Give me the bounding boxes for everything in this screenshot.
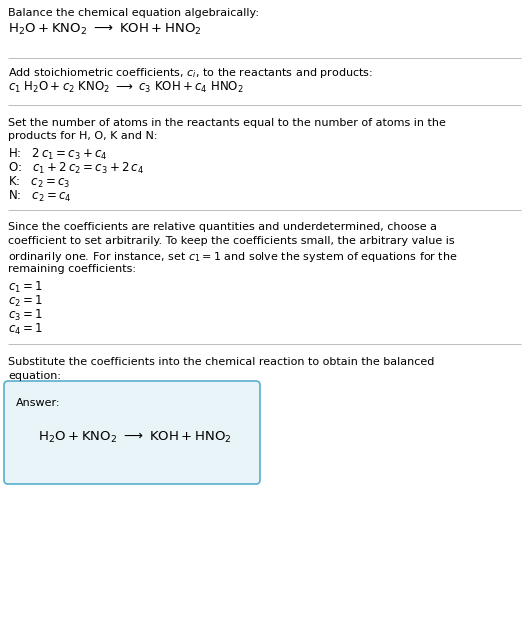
Text: $\mathregular{H_2O + KNO_2\ \longrightarrow\ KOH + HNO_2}$: $\mathregular{H_2O + KNO_2\ \longrightar… bbox=[8, 22, 202, 37]
Text: H:   $2\,c_1 = c_3 + c_4$: H: $2\,c_1 = c_3 + c_4$ bbox=[8, 147, 107, 162]
Text: remaining coefficients:: remaining coefficients: bbox=[8, 264, 136, 274]
Text: coefficient to set arbitrarily. To keep the coefficients small, the arbitrary va: coefficient to set arbitrarily. To keep … bbox=[8, 236, 454, 246]
Text: $c_1\ \mathregular{H_2O} + c_2\ \mathregular{KNO_2}\ \longrightarrow\ c_3\ \math: $c_1\ \mathregular{H_2O} + c_2\ \mathreg… bbox=[8, 80, 244, 95]
Text: ordinarily one. For instance, set $c_1 = 1$ and solve the system of equations fo: ordinarily one. For instance, set $c_1 =… bbox=[8, 250, 458, 264]
Text: Since the coefficients are relative quantities and underdetermined, choose a: Since the coefficients are relative quan… bbox=[8, 222, 437, 232]
Text: $\mathregular{H_2O + KNO_2\ \longrightarrow\ KOH + HNO_2}$: $\mathregular{H_2O + KNO_2\ \longrightar… bbox=[38, 430, 232, 445]
Text: $c_4 = 1$: $c_4 = 1$ bbox=[8, 322, 43, 337]
Text: Set the number of atoms in the reactants equal to the number of atoms in the: Set the number of atoms in the reactants… bbox=[8, 118, 446, 128]
Text: O:   $c_1 + 2\,c_2 = c_3 + 2\,c_4$: O: $c_1 + 2\,c_2 = c_3 + 2\,c_4$ bbox=[8, 161, 144, 176]
Text: $c_1 = 1$: $c_1 = 1$ bbox=[8, 280, 43, 295]
Text: products for H, O, K and N:: products for H, O, K and N: bbox=[8, 131, 158, 141]
Text: Answer:: Answer: bbox=[16, 398, 60, 408]
Text: equation:: equation: bbox=[8, 371, 61, 381]
Text: N:   $c_2 = c_4$: N: $c_2 = c_4$ bbox=[8, 189, 71, 204]
Text: Substitute the coefficients into the chemical reaction to obtain the balanced: Substitute the coefficients into the che… bbox=[8, 357, 434, 367]
Text: Balance the chemical equation algebraically:: Balance the chemical equation algebraica… bbox=[8, 8, 259, 18]
Text: K:   $c_2 = c_3$: K: $c_2 = c_3$ bbox=[8, 175, 70, 190]
Text: $c_3 = 1$: $c_3 = 1$ bbox=[8, 308, 43, 323]
Text: Add stoichiometric coefficients, $c_i$, to the reactants and products:: Add stoichiometric coefficients, $c_i$, … bbox=[8, 66, 373, 80]
Text: $c_2 = 1$: $c_2 = 1$ bbox=[8, 294, 43, 309]
FancyBboxPatch shape bbox=[4, 381, 260, 484]
